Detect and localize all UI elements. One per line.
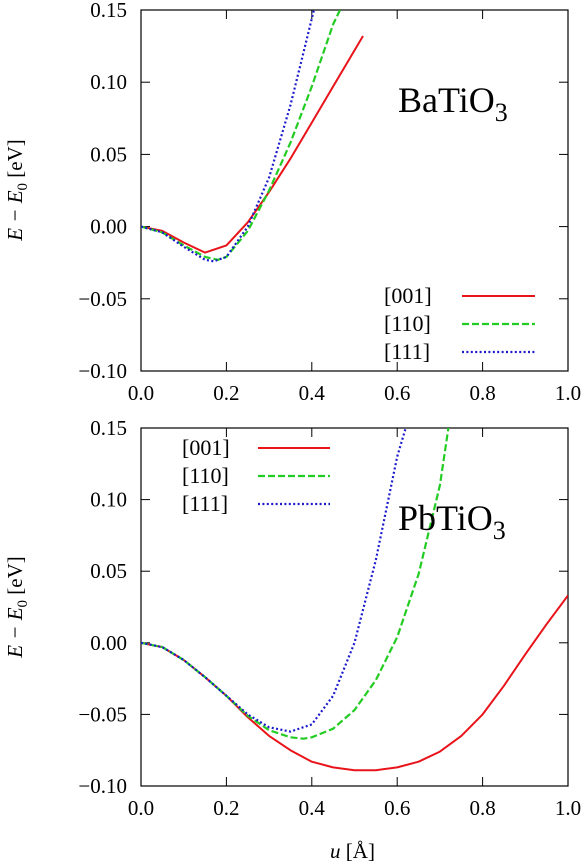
x-tick-label: 0.2 <box>213 796 239 820</box>
series-line-110 <box>141 10 341 261</box>
x-tick-label: 0.8 <box>469 796 495 820</box>
y-axis-label-unit: [eV] <box>3 139 27 183</box>
material-label-sub: 3 <box>493 516 506 545</box>
series-line-001 <box>141 594 568 772</box>
y-tick-label: −0.05 <box>78 287 127 311</box>
y-axis-label-sub: 0 <box>15 600 31 608</box>
y-tick-label: 0.10 <box>90 488 127 512</box>
series-group <box>141 428 568 772</box>
legend-label: [111] <box>182 491 228 516</box>
x-tick-label: 0.4 <box>299 796 326 820</box>
series-line-110 <box>141 428 450 740</box>
x-tick-label: 0.6 <box>384 381 410 405</box>
series-line-111 <box>141 428 407 733</box>
x-axis-label-unit: [Å] <box>341 839 375 863</box>
series-line-111 <box>141 10 315 263</box>
chart-panel-1: 0.0 0.2 0.4 0.6 0.8 1.0 0.15 0.10 0.05 0.00 −0.05 −… <box>3 0 581 405</box>
series-group <box>141 10 364 263</box>
material-label-base: PbTiO <box>398 498 493 538</box>
x-tick-label: 0.0 <box>128 796 154 820</box>
material-label-sub: 3 <box>495 98 508 127</box>
legend-label: [001] <box>182 435 230 460</box>
y-tick-label: 0.15 <box>90 0 127 22</box>
y-tick-label: 0.10 <box>90 70 127 94</box>
legend: [001] [110] [111] <box>182 435 330 516</box>
x-axis-label-var: u <box>330 839 341 863</box>
x-tick-label: 1.0 <box>555 796 581 820</box>
y-tick-label: 0.05 <box>90 142 127 166</box>
legend-label: [001] <box>384 283 432 308</box>
y-tick-label: −0.10 <box>78 359 127 383</box>
y-tick-label: 0.00 <box>90 215 127 239</box>
x-tick-label: 0.0 <box>128 381 154 405</box>
y-axis-label-main: E − E <box>3 190 27 241</box>
legend-label: [110] <box>384 311 431 336</box>
material-label: BaTiO3 <box>398 80 508 127</box>
y-tick-label: −0.10 <box>78 774 127 798</box>
plot-frame <box>140 9 569 372</box>
material-label: PbTiO3 <box>398 498 506 545</box>
chart-panel-2: 0.0 0.2 0.4 0.6 0.8 1.0 0.15 0.10 0.05 0.00 −0.05 −… <box>3 416 581 863</box>
legend-label: [111] <box>384 339 430 364</box>
y-tick-label: −0.05 <box>78 702 127 726</box>
y-axis-label-main: E − E <box>3 607 27 658</box>
material-label-base: BaTiO <box>398 80 495 120</box>
y-axis-label-sub: 0 <box>15 183 31 191</box>
y-axis-label: E − E0 [eV] <box>3 139 31 242</box>
x-tick-label: 0.2 <box>213 381 239 405</box>
legend-label: [110] <box>182 463 229 488</box>
y-axis-label-unit: [eV] <box>3 556 27 600</box>
x-tick-label: 0.8 <box>469 381 495 405</box>
y-tick-label: 0.05 <box>90 559 127 583</box>
y-axis-label: E − E0 [eV] <box>3 556 31 659</box>
legend: [001] [110] [111] <box>384 283 535 364</box>
x-tick-label: 1.0 <box>555 381 581 405</box>
x-tick-label: 0.6 <box>384 796 410 820</box>
plot-frame <box>140 427 569 787</box>
y-tick-label: 0.15 <box>90 416 127 440</box>
x-tick-label: 0.4 <box>299 381 326 405</box>
y-tick-label: 0.00 <box>90 631 127 655</box>
x-axis-label: u [Å] <box>330 839 375 863</box>
series-line-001 <box>141 35 364 254</box>
